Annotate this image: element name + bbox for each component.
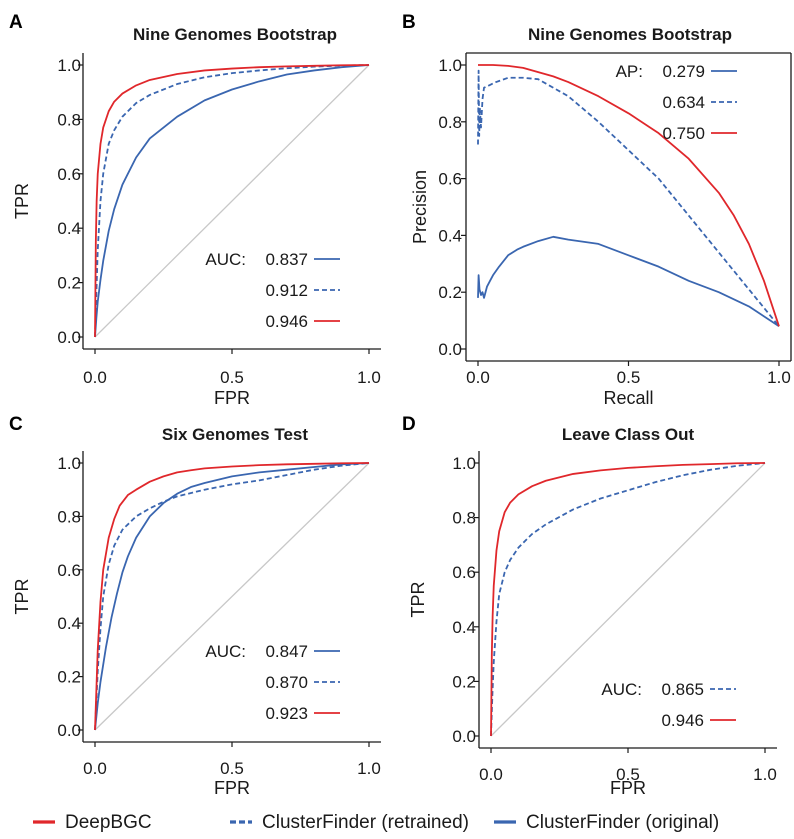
series-line-clusterfinder-retrained — [477, 69, 780, 327]
legend-value: 0.279 — [662, 62, 705, 81]
panel-letter: B — [402, 12, 416, 33]
series-line-clusterfinder-retrained — [94, 64, 370, 338]
y-tick-label: 0.0 — [57, 721, 81, 740]
y-tick-label: 0.8 — [438, 113, 462, 132]
y-tick-label: 0.2 — [57, 274, 81, 293]
global-legend-label: ClusterFinder (original) — [526, 812, 719, 833]
legend-value: 0.865 — [661, 680, 704, 699]
panel-c: C Six Genomes Test 0.0 0.5 1.0 0.0 0.2 0.4 0.6 0.… — [9, 414, 381, 798]
y-tick-label: 1.0 — [438, 56, 462, 75]
series-line-clusterfinder-retrained — [94, 462, 370, 731]
legend-value: 0.923 — [265, 704, 308, 723]
panel-title: Nine Genomes Bootstrap — [133, 25, 337, 44]
x-axis-label: FPR — [214, 778, 250, 798]
series-line-clusterfinder-original — [477, 235, 780, 328]
series-line-clusterfinder-original — [94, 462, 370, 731]
y-axis-label: Precision — [410, 170, 430, 244]
y-tick-label: 0.2 — [438, 283, 462, 302]
panel-title: Nine Genomes Bootstrap — [528, 25, 732, 44]
y-tick-label: 0.0 — [438, 340, 462, 359]
y-axis-label: TPR — [12, 183, 32, 219]
legend-value: 0.946 — [661, 711, 704, 730]
chance-diagonal — [94, 64, 370, 338]
x-tick-label: 1.0 — [357, 759, 381, 778]
panel-letter: A — [9, 12, 23, 33]
panel-letter: C — [9, 414, 23, 435]
x-tick-label: 0.5 — [220, 759, 244, 778]
legend-prefix: AUC: — [205, 642, 246, 661]
x-tick-label: 0.0 — [83, 368, 107, 387]
global-legend-label: DeepBGC — [65, 812, 152, 833]
y-tick-label: 0.0 — [57, 328, 81, 347]
x-tick-label: 0.0 — [479, 765, 503, 784]
legend-value: 0.847 — [265, 642, 308, 661]
y-tick-label: 0.8 — [57, 110, 81, 129]
series-line-clusterfinder-retrained — [490, 462, 766, 737]
panel-letter: D — [402, 414, 416, 435]
y-tick-label: 0.8 — [57, 507, 81, 526]
series-line-deepbgc — [94, 64, 370, 338]
panel-d: D Leave Class Out 0.0 0.5 1.0 0.0 0.2 0.4 0.6 0.8… — [402, 414, 777, 798]
global-legend-label: ClusterFinder (retrained) — [262, 812, 469, 833]
chance-diagonal — [94, 462, 370, 731]
panel-title: Six Genomes Test — [162, 425, 308, 444]
panel-b: B Nine Genomes Bootstrap 0.0 0.5 1.0 0.0 0.2 0.… — [402, 12, 792, 408]
legend-value: 0.634 — [662, 93, 705, 112]
x-axis-label: FPR — [214, 388, 250, 408]
y-tick-label: 0.0 — [452, 727, 476, 746]
y-tick-label: 0.6 — [452, 563, 476, 582]
legend-prefix: AP: — [616, 62, 643, 81]
legend-prefix: AUC: — [601, 680, 642, 699]
y-tick-label: 0.6 — [57, 165, 81, 184]
x-tick-label: 0.0 — [466, 368, 490, 387]
x-tick-label: 0.5 — [617, 368, 641, 387]
legend-value: 0.750 — [662, 124, 705, 143]
y-tick-label: 1.0 — [452, 454, 476, 473]
y-tick-label: 0.4 — [452, 618, 476, 637]
y-tick-label: 0.2 — [57, 668, 81, 687]
legend-value: 0.837 — [265, 250, 308, 269]
y-tick-label: 0.8 — [452, 509, 476, 528]
x-tick-label: 1.0 — [357, 368, 381, 387]
chance-diagonal — [490, 462, 766, 737]
panel-title: Leave Class Out — [562, 425, 695, 444]
series-line-deepbgc — [478, 64, 780, 327]
panel-a: A Nine Genomes Bootstrap 0.0 0.5 1.0 0.0 0.2 0.… — [9, 12, 381, 408]
y-tick-label: 0.6 — [438, 170, 462, 189]
y-tick-label: 1.0 — [57, 56, 81, 75]
legend-prefix: AUC: — [205, 250, 246, 269]
x-tick-label: 1.0 — [767, 368, 791, 387]
x-axis-label: FPR — [610, 778, 646, 798]
y-tick-label: 0.2 — [452, 672, 476, 691]
series-line-deepbgc — [490, 462, 766, 737]
global-legend: DeepBGC ClusterFinder (retrained) ClusterF… — [33, 812, 719, 833]
y-tick-label: 0.6 — [57, 561, 81, 580]
legend-value: 0.946 — [265, 312, 308, 331]
series-line-deepbgc — [94, 462, 370, 731]
legend-value: 0.912 — [265, 281, 308, 300]
x-axis-label: Recall — [603, 388, 653, 408]
y-tick-label: 0.4 — [57, 614, 81, 633]
legend-value: 0.870 — [265, 673, 308, 692]
y-axis-label: TPR — [408, 581, 428, 617]
series-line-clusterfinder-original — [94, 64, 370, 338]
x-tick-label: 0.5 — [220, 368, 244, 387]
x-tick-label: 1.0 — [753, 765, 777, 784]
y-tick-label: 0.4 — [438, 226, 462, 245]
y-tick-label: 0.4 — [57, 219, 81, 238]
x-tick-label: 0.0 — [83, 759, 107, 778]
panels: A Nine Genomes Bootstrap 0.0 0.5 1.0 0.0 0.2 0.… — [9, 12, 792, 798]
y-tick-label: 1.0 — [57, 454, 81, 473]
y-axis-label: TPR — [12, 578, 32, 614]
x-tick-label: 0.5 — [616, 765, 640, 784]
